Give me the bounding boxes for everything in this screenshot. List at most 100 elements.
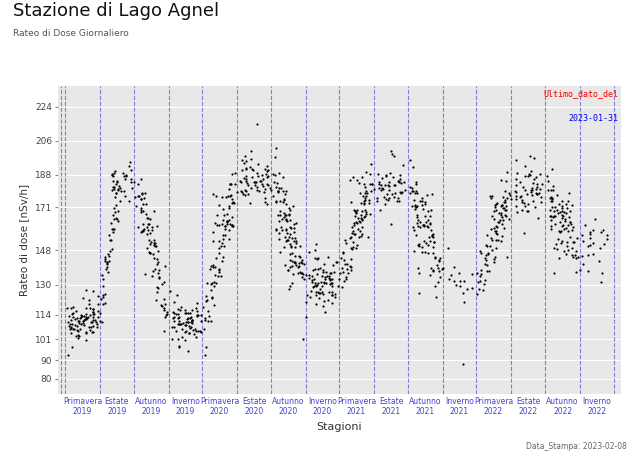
Point	[224, 204, 234, 212]
Point	[426, 207, 436, 214]
Point	[327, 291, 337, 299]
Point	[341, 265, 351, 273]
Point	[138, 207, 148, 214]
Point	[180, 322, 190, 329]
Point	[88, 308, 98, 315]
Point	[285, 217, 295, 224]
Point	[287, 280, 297, 287]
Point	[246, 173, 257, 180]
Point	[152, 259, 163, 266]
Point	[212, 212, 222, 219]
Point	[348, 243, 358, 251]
Point	[100, 258, 110, 265]
Point	[152, 289, 163, 296]
Point	[411, 187, 421, 194]
Point	[552, 207, 563, 214]
Point	[102, 260, 112, 267]
Point	[541, 173, 552, 180]
Point	[154, 274, 164, 281]
Point	[568, 238, 579, 246]
Point	[502, 168, 512, 175]
Point	[425, 212, 435, 219]
Point	[483, 250, 493, 257]
Point	[312, 281, 322, 289]
Point	[241, 173, 252, 180]
Point	[108, 172, 118, 179]
Point	[490, 227, 500, 235]
Point	[120, 175, 131, 183]
Point	[191, 304, 202, 312]
Point	[500, 187, 511, 194]
Point	[517, 207, 527, 214]
Point	[74, 331, 84, 338]
Point	[534, 170, 545, 178]
Point	[529, 175, 539, 182]
Point	[407, 188, 417, 195]
Point	[349, 213, 360, 220]
Point	[266, 186, 276, 193]
Point	[360, 207, 371, 214]
Point	[204, 265, 214, 273]
Point	[239, 160, 249, 167]
Point	[288, 202, 298, 210]
Point	[346, 199, 356, 206]
Point	[152, 260, 163, 268]
Point	[285, 207, 295, 214]
Point	[373, 171, 383, 178]
Point	[113, 217, 123, 224]
Point	[428, 233, 438, 240]
Point	[487, 212, 497, 219]
Point	[145, 216, 155, 223]
Point	[108, 228, 118, 236]
Point	[353, 214, 363, 222]
Point	[386, 221, 396, 228]
Point	[200, 315, 211, 322]
Point	[324, 289, 334, 296]
Point	[354, 179, 364, 187]
Point	[497, 202, 507, 209]
Point	[491, 230, 501, 237]
Point	[449, 263, 459, 270]
Point	[180, 337, 190, 344]
Point	[492, 236, 502, 243]
Point	[360, 197, 371, 204]
Point	[246, 185, 256, 192]
Point	[520, 163, 531, 170]
Point	[356, 211, 366, 218]
Point	[588, 250, 598, 257]
Point	[435, 274, 445, 281]
Point	[327, 299, 337, 306]
Point	[180, 328, 190, 335]
Point	[79, 313, 89, 320]
Point	[475, 247, 485, 255]
Point	[408, 187, 418, 194]
Point	[472, 290, 483, 297]
Point	[473, 279, 483, 286]
Point	[151, 242, 161, 250]
Point	[67, 311, 77, 318]
Point	[355, 190, 365, 197]
Point	[305, 294, 316, 301]
Point	[262, 163, 272, 170]
Point	[412, 189, 422, 196]
Point	[280, 201, 291, 208]
Point	[211, 280, 221, 287]
Point	[531, 173, 541, 180]
Point	[564, 233, 575, 241]
Point	[351, 218, 362, 225]
Point	[186, 313, 196, 321]
Point	[319, 279, 330, 286]
Point	[430, 254, 440, 261]
Point	[409, 197, 419, 204]
Point	[489, 258, 499, 265]
Point	[136, 229, 146, 236]
Point	[136, 191, 147, 198]
Point	[346, 244, 356, 251]
Point	[289, 244, 300, 251]
Point	[251, 178, 261, 185]
Point	[567, 244, 577, 251]
Point	[258, 176, 268, 183]
Point	[171, 310, 181, 318]
Point	[526, 188, 536, 196]
Point	[316, 265, 326, 272]
